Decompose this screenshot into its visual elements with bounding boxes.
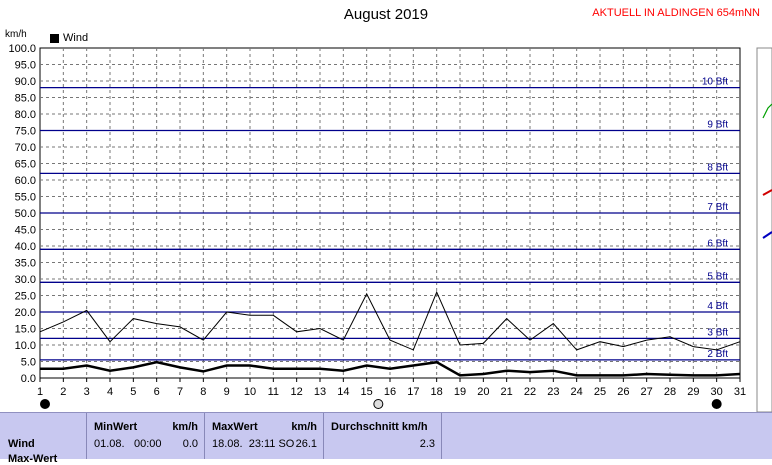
legend-swatch	[50, 33, 59, 43]
beaufort-label: 10 Bft	[702, 77, 728, 88]
y-tick-label: 95.0	[15, 60, 36, 72]
legend: Wind	[50, 32, 88, 44]
max-cell: MaxWert km/h 18.08. 23:11 SO 26.1	[205, 413, 324, 459]
beaufort-label: 6 Bft	[707, 238, 728, 249]
x-tick-label: 15	[361, 386, 373, 398]
chart-title: August 2019	[343, 6, 429, 23]
y-tick-label: 40.0	[15, 241, 36, 253]
x-tick-label: 27	[641, 386, 653, 398]
max-unit: km/h	[291, 421, 317, 433]
x-tick-label: 22	[524, 386, 536, 398]
x-tick-label: 18	[431, 386, 443, 398]
x-tick-label: 13	[314, 386, 326, 398]
side-sparkline-blue	[762, 231, 772, 239]
y-tick-label: 80.0	[15, 109, 36, 121]
y-tick-label: 10.0	[15, 340, 36, 352]
beaufort-label: 4 Bft	[707, 301, 728, 312]
x-tick-label: 6	[154, 386, 160, 398]
x-tick-label: 7	[177, 386, 183, 398]
avg-cell: Durchschnitt km/h 2.3	[324, 413, 442, 459]
y-tick-label: 75.0	[15, 126, 36, 138]
stats-label-cell: Wind Max-Wert	[0, 413, 87, 465]
y-tick-label: 5.0	[21, 357, 36, 369]
max-value: 26.1	[295, 438, 317, 450]
x-tick-label: 30	[711, 386, 723, 398]
y-tick-label: 20.0	[15, 307, 36, 319]
x-tick-label: 1	[37, 386, 43, 398]
y-tick-label: 50.0	[15, 208, 36, 220]
x-tick-label: 20	[477, 386, 489, 398]
min-header: MinWert	[94, 421, 138, 433]
x-tick-label: 8	[200, 386, 206, 398]
y-tick-label: 45.0	[15, 225, 36, 237]
side-sparkline-green	[762, 103, 772, 119]
min-cell: MinWert km/h 01.08. 00:00 0.0	[87, 413, 205, 459]
stats-row-label-2: Max-Wert	[8, 453, 58, 465]
new-moon-icon	[711, 399, 722, 409]
y-tick-label: 30.0	[15, 274, 36, 286]
y-tick-label: 65.0	[15, 159, 36, 171]
x-tick-label: 21	[501, 386, 513, 398]
x-tick-label: 11	[268, 386, 279, 398]
x-tick-label: 2	[60, 386, 66, 398]
y-tick-label: 90.0	[15, 76, 36, 88]
y-tick-label: 100.0	[8, 43, 36, 55]
x-tick-label: 3	[84, 386, 90, 398]
wind-chart: 0.0 5.0 10.0 15.0 20.0 25.0 30.0 35.0 40.0 45.0 50…	[8, 43, 772, 412]
avg-value: 2.3	[419, 438, 435, 450]
beaufort-label: 9 Bft	[707, 120, 728, 131]
y-tick-label: 0.0	[21, 373, 36, 385]
x-tick-label: 24	[571, 386, 583, 398]
min-date: 01.08.	[94, 438, 125, 450]
y-axis-unit: km/h	[5, 29, 27, 40]
beaufort-label: 2 Bft	[707, 349, 728, 360]
new-moon-icon	[40, 399, 50, 409]
y-tick-label: 55.0	[15, 192, 36, 204]
y-tick-label: 25.0	[15, 291, 36, 303]
y-tick-label: 35.0	[15, 258, 36, 270]
y-tick-label: 70.0	[15, 142, 36, 154]
avg-header: Durchschnitt km/h	[331, 421, 428, 433]
x-tick-label: 10	[244, 386, 256, 398]
x-tick-label: 25	[594, 386, 606, 398]
wind-series-line	[40, 360, 741, 377]
x-tick-label: 28	[664, 386, 676, 398]
x-tick-label: 26	[617, 386, 629, 398]
x-tick-label: 17	[407, 386, 419, 398]
beaufort-label: 8 Bft	[707, 162, 728, 173]
max-header: MaxWert	[212, 421, 258, 433]
x-tick-label: 9	[224, 386, 230, 398]
x-tick-label: 16	[384, 386, 396, 398]
beaufort-label: 3 Bft	[707, 327, 728, 338]
x-tick-label: 29	[687, 386, 699, 398]
x-tick-label: 4	[107, 386, 113, 398]
min-time: 00:00	[134, 438, 162, 450]
legend-label: Wind	[63, 32, 89, 44]
beaufort-label: 5 Bft	[707, 271, 728, 282]
stats-row-label: Wind	[8, 438, 35, 450]
full-moon-icon	[373, 399, 384, 409]
min-value: 0.0	[182, 438, 198, 450]
stats-panel: Wind Max-Wert MinWert km/h 01.08. 00:00 …	[0, 412, 772, 465]
station-banner: AKTUELL IN ALDINGEN 654mNN	[592, 7, 760, 19]
side-sparkline-red	[762, 189, 772, 196]
y-tick-label: 60.0	[15, 175, 36, 187]
gust-series-line	[39, 290, 741, 351]
x-tick-label: 23	[547, 386, 559, 398]
max-datetime: 18.08. 23:11 SO	[212, 438, 295, 450]
min-unit: km/h	[172, 421, 198, 433]
x-tick-label: 5	[130, 386, 136, 398]
y-tick-label: 15.0	[15, 324, 36, 336]
x-tick-label: 31	[734, 386, 746, 398]
beaufort-label: 7 Bft	[707, 202, 728, 213]
x-tick-label: 14	[337, 386, 349, 398]
x-tick-label: 12	[291, 386, 303, 398]
x-tick-label: 19	[454, 386, 466, 398]
y-tick-label: 85.0	[15, 93, 36, 105]
side-panel-edge	[756, 47, 772, 412]
